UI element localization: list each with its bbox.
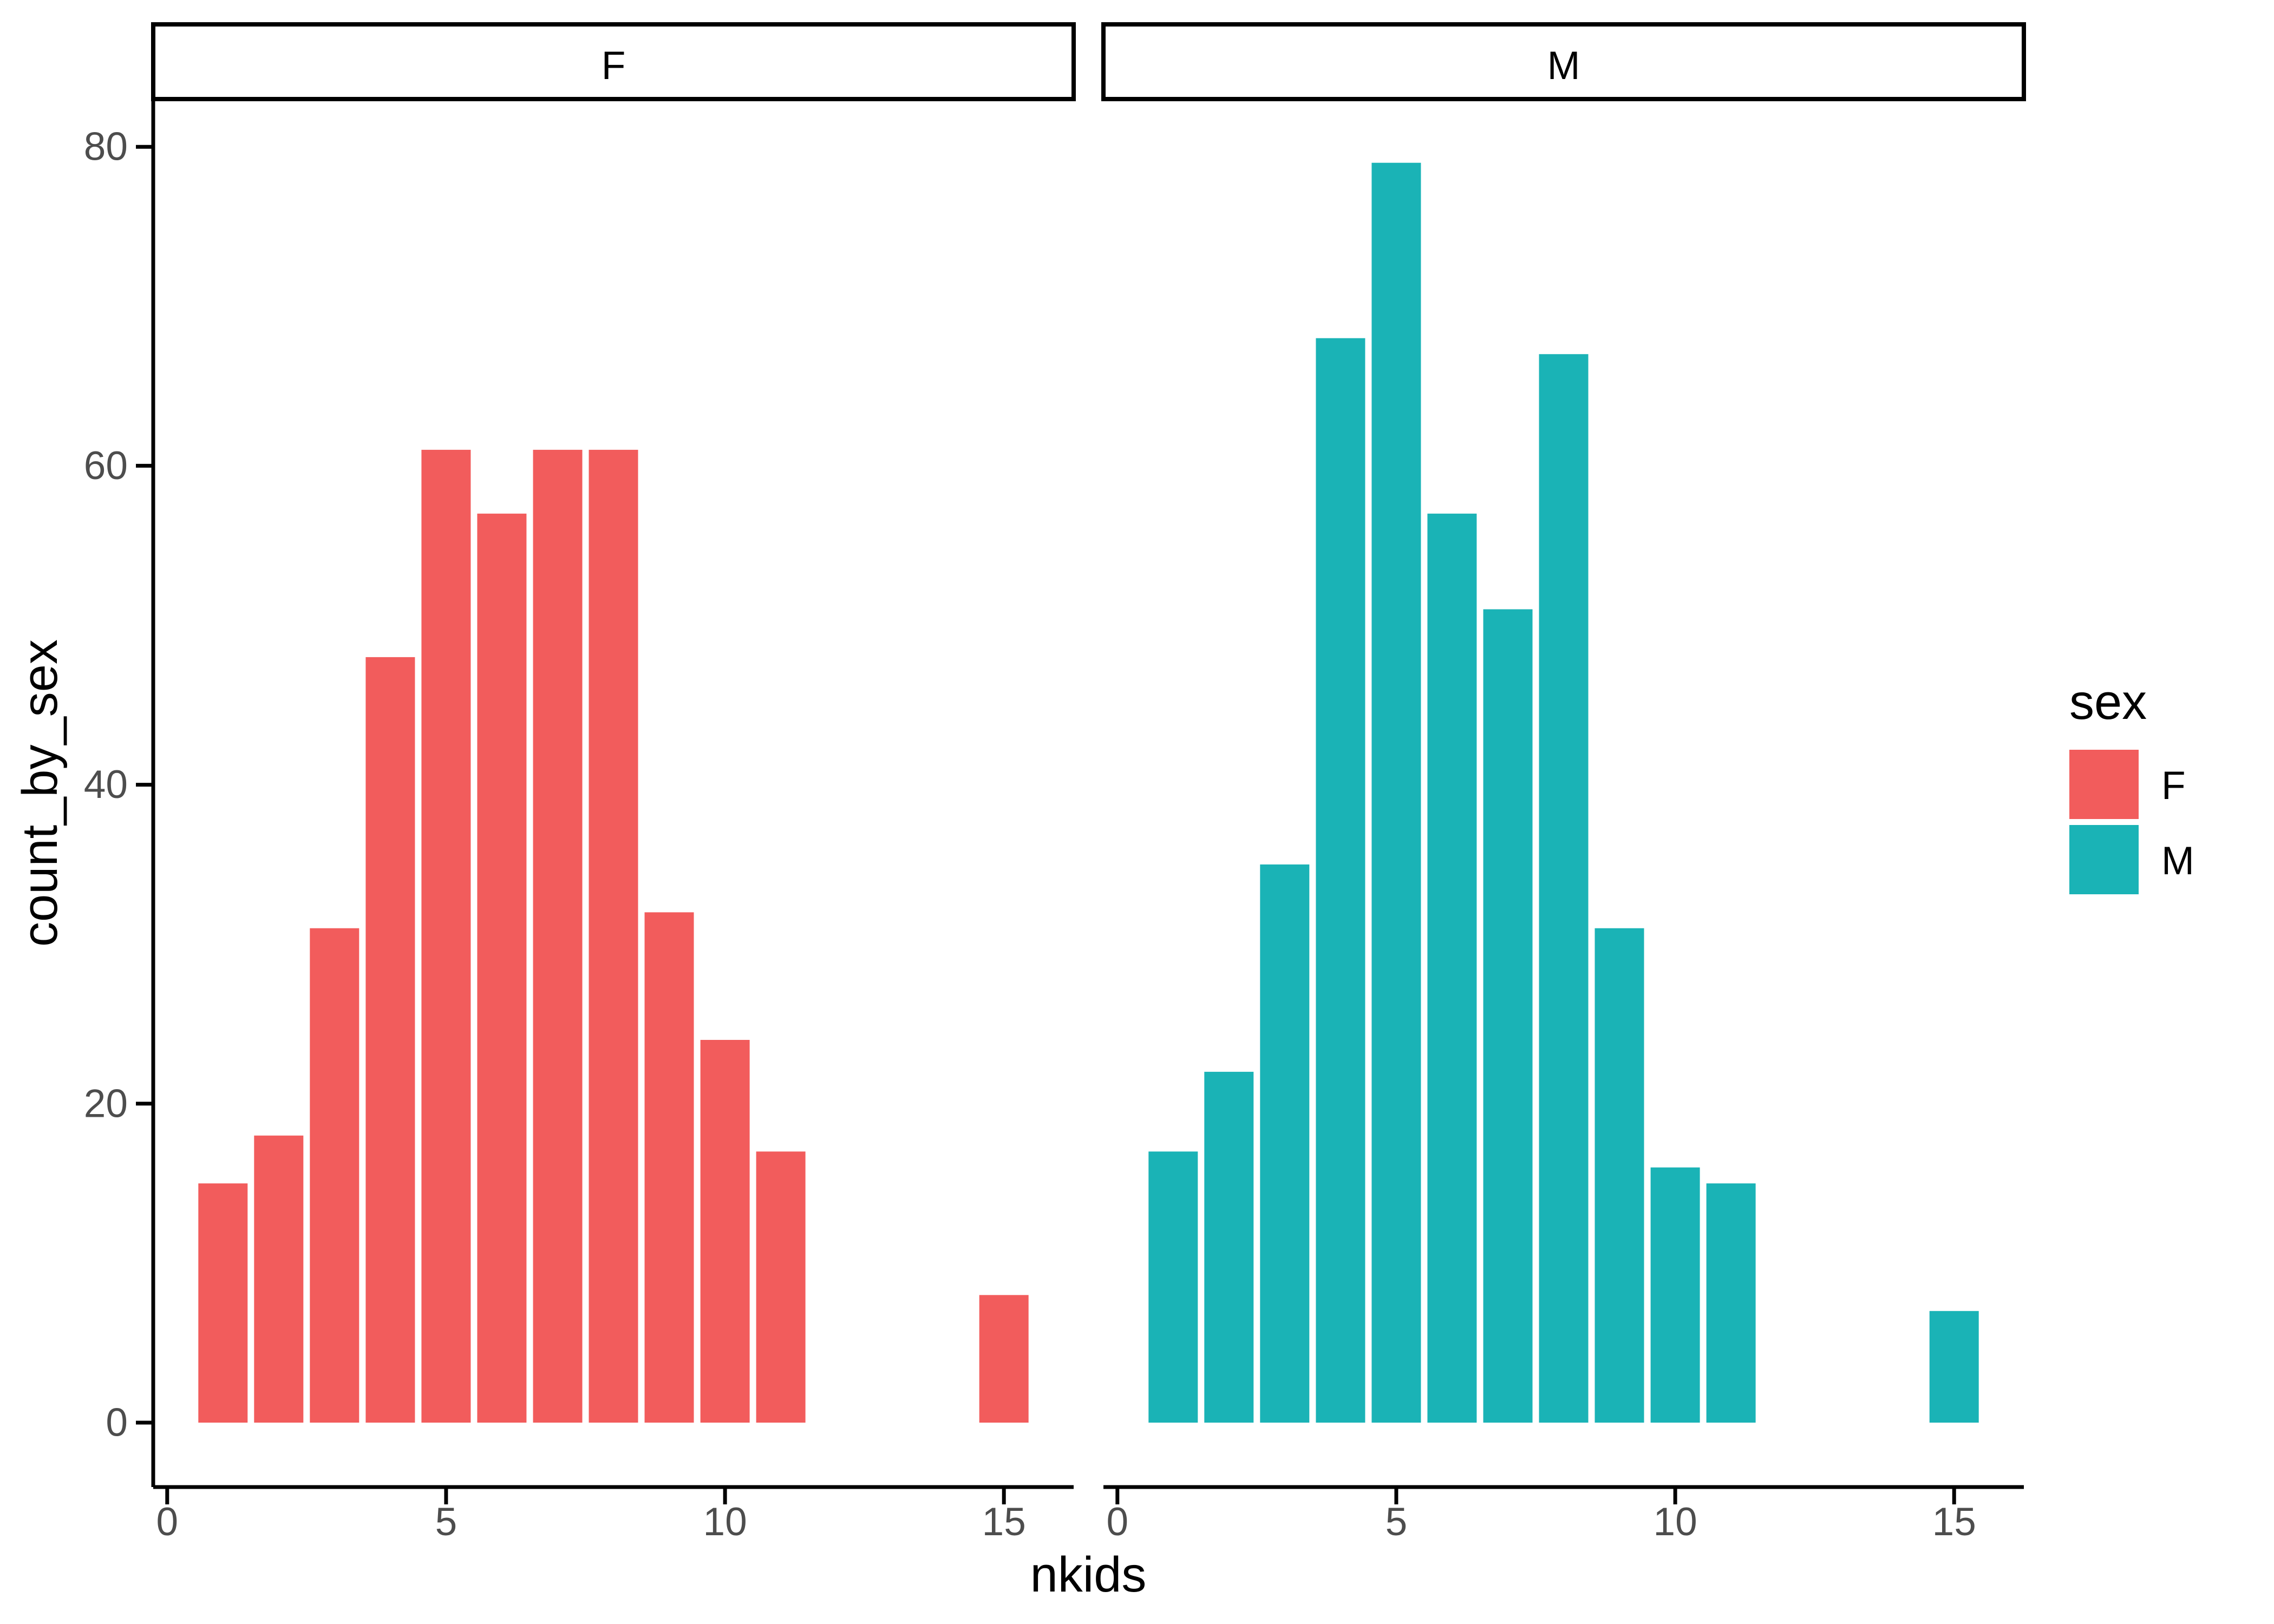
x-tick-label: 10 xyxy=(1653,1500,1697,1544)
histogram-bar-m-x2 xyxy=(1204,1071,1254,1423)
bars-layer xyxy=(198,162,1979,1423)
histogram-bar-f-x6 xyxy=(477,513,527,1423)
histogram-bar-f-x2 xyxy=(254,1135,304,1423)
facet-strip-label-f: F xyxy=(602,44,626,88)
histogram-bar-m-x4 xyxy=(1316,338,1365,1423)
facet-strip-label-m: M xyxy=(1547,44,1580,88)
axes xyxy=(151,99,2024,1489)
x-tick-label: 0 xyxy=(156,1500,178,1544)
y-tick-label: 20 xyxy=(84,1082,128,1125)
histogram-bar-m-x8 xyxy=(1539,354,1589,1423)
histogram-bar-m-x6 xyxy=(1427,513,1477,1423)
histogram-bar-m-x10 xyxy=(1650,1167,1700,1423)
histogram-bar-f-x5 xyxy=(421,449,471,1423)
facet-strip-box-f xyxy=(151,22,1076,101)
x-tick-label: 5 xyxy=(435,1500,458,1544)
histogram-bar-f-x15 xyxy=(979,1295,1029,1423)
facet-strips: F M xyxy=(151,22,2026,101)
x-tick-label: 10 xyxy=(703,1500,747,1544)
legend-label-f: F xyxy=(2161,764,2186,808)
facet-strip-box-m xyxy=(1101,22,2026,101)
histogram-bar-m-x5 xyxy=(1371,162,1421,1423)
x-tick-label: 15 xyxy=(1932,1500,1976,1544)
legend-label-m: M xyxy=(2161,839,2194,883)
y-tick-label: 40 xyxy=(84,763,128,807)
histogram-bar-m-x9 xyxy=(1595,928,1644,1423)
histogram-bar-m-x3 xyxy=(1260,864,1310,1423)
x-tick-label: 5 xyxy=(1386,1500,1408,1544)
y-tick-label: 80 xyxy=(84,125,128,169)
x-tick-label: 0 xyxy=(1106,1500,1128,1544)
y-axis-title: count_by_sex xyxy=(12,639,68,947)
y-tick-label: 0 xyxy=(106,1401,128,1445)
histogram-bar-f-x8 xyxy=(589,449,638,1423)
histogram-bar-m-x1 xyxy=(1148,1151,1198,1423)
histogram-bar-f-x10 xyxy=(700,1040,750,1423)
x-tick-label: 15 xyxy=(982,1500,1026,1544)
histogram-bar-m-x11 xyxy=(1706,1183,1756,1423)
legend: sex F M xyxy=(2069,675,2194,894)
legend-swatch-f xyxy=(2069,750,2139,819)
histogram-bar-m-x15 xyxy=(1929,1311,1979,1423)
legend-title: sex xyxy=(2069,675,2147,730)
y-tick-label: 60 xyxy=(84,444,128,488)
histogram-bar-f-x11 xyxy=(756,1151,806,1423)
legend-swatch-m xyxy=(2069,825,2139,894)
histogram-bar-f-x7 xyxy=(533,449,583,1423)
ticks-layer: 0 5 10 15 0 5 10 15 0 20 40 60 80 xyxy=(84,125,1976,1544)
x-axis-title: nkids xyxy=(1030,1547,1147,1602)
histogram-bar-f-x4 xyxy=(365,657,415,1423)
histogram-bar-f-x1 xyxy=(198,1183,248,1423)
histogram-bar-m-x7 xyxy=(1483,609,1533,1423)
histogram-bar-f-x3 xyxy=(310,928,360,1423)
histogram-bar-f-x9 xyxy=(644,912,694,1423)
